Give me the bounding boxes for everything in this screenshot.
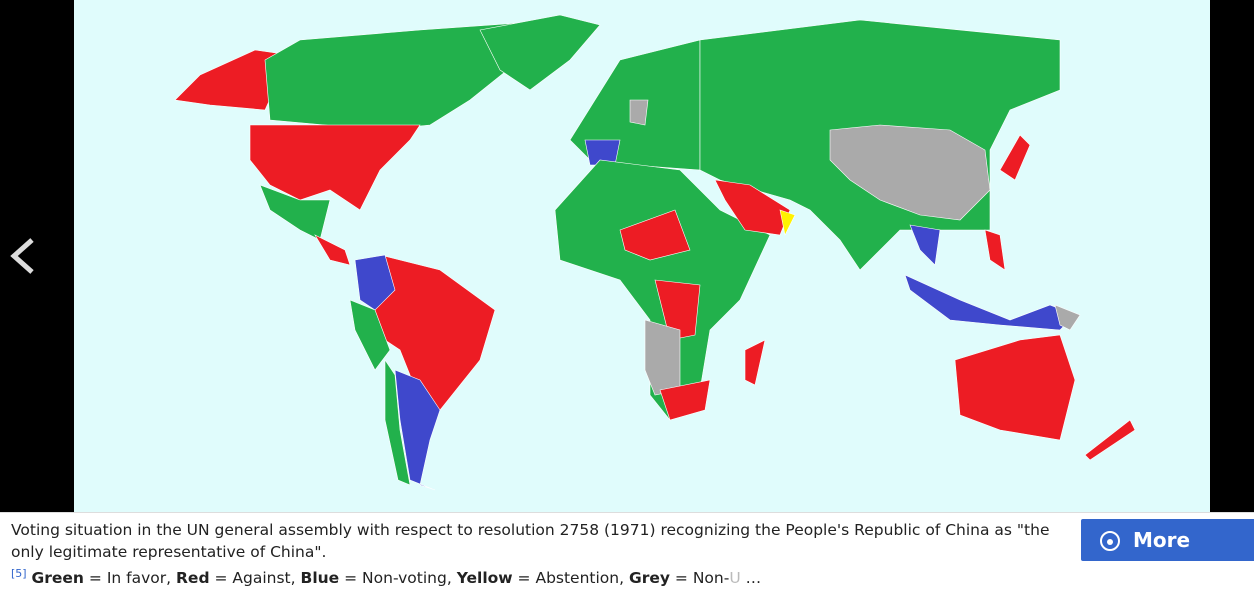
legend-desc: = Against, xyxy=(214,569,296,588)
icon xyxy=(1100,531,1120,551)
world-map xyxy=(74,0,1210,512)
more-details-button[interactable]: More details xyxy=(1081,519,1254,594)
reference[interactable]: [5] xyxy=(11,567,27,580)
legend-term: Blue xyxy=(300,569,340,588)
media-viewer xyxy=(0,0,1254,512)
caption-text: Voting situation in the UN general assem… xyxy=(11,521,1050,561)
legend-desc: = In favor, xyxy=(88,569,172,588)
legend-term: Green xyxy=(31,569,84,588)
faded-text: U xyxy=(729,569,741,588)
previous-arrow[interactable] xyxy=(8,236,38,276)
legend-term: Red xyxy=(176,569,210,588)
legend-term: Yellow xyxy=(456,569,513,588)
caption-panel: Voting situation in the UN general assem… xyxy=(0,512,1254,594)
legend: Green = In favor, Red = Against, Blue = … xyxy=(32,569,730,587)
button-label: More details xyxy=(1133,528,1210,594)
legend-desc: = Non-voting, xyxy=(344,569,452,588)
legend-term: Grey xyxy=(628,569,670,588)
legend-desc: = Abstention, xyxy=(517,569,625,588)
more-caption[interactable]: … xyxy=(745,569,762,588)
legend-desc: = Non- xyxy=(674,569,730,588)
caption: Voting situation in the UN general assem… xyxy=(11,519,1061,589)
